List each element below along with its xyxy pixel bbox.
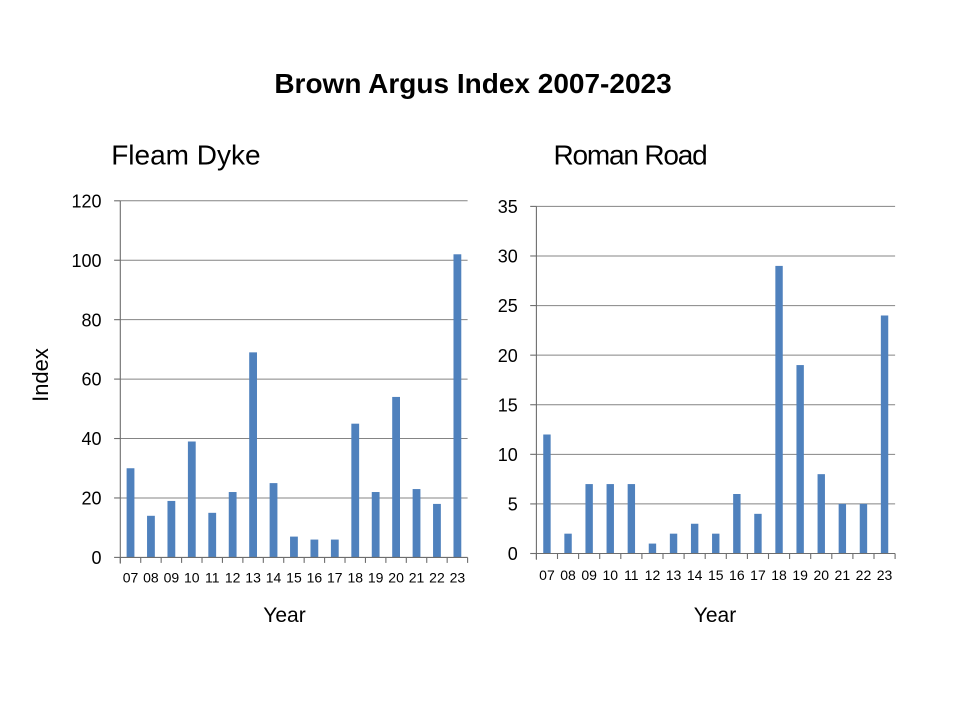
x-tick-label: 19 (792, 567, 808, 583)
bar-19 (796, 365, 804, 554)
bar-09 (167, 500, 176, 558)
bar-21 (412, 489, 421, 558)
bar-22 (859, 503, 868, 554)
y-axis-title: Index (28, 348, 53, 402)
x-tick-label: 08 (560, 567, 576, 583)
bar-08 (564, 533, 572, 554)
bar-20 (392, 396, 400, 558)
x-axis-title: Year (694, 604, 736, 627)
bar-13 (249, 352, 257, 558)
bar-16 (733, 493, 741, 554)
x-tick-label: 15 (286, 570, 302, 586)
x-tick-label: 22 (429, 570, 445, 586)
bar-14 (690, 523, 699, 554)
chart-title-roman-road: Roman Road (554, 140, 707, 171)
x-tick-label: 12 (225, 570, 241, 586)
x-tick-label: 11 (205, 570, 220, 586)
bar-13 (669, 533, 678, 554)
x-tick-label: 21 (409, 570, 425, 586)
y-tick-label: 20 (498, 346, 518, 366)
bar-14 (269, 483, 278, 558)
y-tick-label: 60 (81, 370, 101, 390)
x-tick-label: 17 (750, 567, 766, 583)
x-tick-label: 16 (307, 570, 323, 586)
y-tick-label: 80 (81, 310, 101, 330)
bar-16 (310, 539, 319, 558)
bar-18 (775, 265, 783, 554)
x-tick-label: 08 (143, 570, 159, 586)
bar-22 (433, 503, 441, 558)
x-tick-label: 16 (729, 567, 745, 583)
y-tick-label: 20 (81, 489, 101, 509)
y-tick-label: 30 (498, 247, 518, 267)
page-title: Brown Argus Index 2007-2023 (274, 68, 671, 99)
x-tick-label: 07 (539, 567, 555, 583)
x-tick-label: 17 (327, 570, 343, 586)
bar-11 (627, 484, 636, 554)
x-tick-label: 20 (813, 567, 829, 583)
x-tick-label: 10 (184, 570, 200, 586)
bar-17 (330, 539, 339, 558)
y-tick-label: 0 (508, 544, 518, 564)
x-tick-label: 22 (856, 567, 872, 583)
y-tick-label: 0 (91, 548, 101, 568)
bar-17 (754, 513, 762, 554)
x-tick-label: 14 (687, 567, 703, 583)
y-tick-label: 5 (508, 495, 518, 515)
x-tick-label: 10 (602, 567, 618, 583)
bar-20 (817, 474, 825, 554)
x-tick-label: 09 (164, 570, 180, 586)
bar-15 (290, 536, 298, 558)
x-tick-label: 19 (368, 570, 384, 586)
roman-road-chart: 0 5 10 15 20 25 30 35 07 08 09 10 11 12 13 14 15 16 17 18 19… (498, 197, 896, 627)
fleam-dyke-chart: 0 20 40 60 80 100 120 07 08 09 10 11 12 13 14 15 16 17 18 1… (28, 191, 469, 627)
bar-23 (880, 315, 889, 554)
bar-08 (147, 515, 155, 558)
x-tick-label: 11 (624, 567, 639, 583)
bar-18 (351, 423, 360, 558)
x-tick-label: 07 (123, 570, 139, 586)
y-tick-label: 10 (498, 445, 518, 465)
x-tick-label: 18 (771, 567, 787, 583)
bar-09 (585, 484, 593, 554)
x-tick-label: 13 (245, 570, 261, 586)
bar-23 (453, 254, 462, 558)
chart-title-fleam-dyke: Fleam Dyke (111, 140, 260, 171)
x-tick-label: 09 (581, 567, 597, 583)
bar-12 (228, 492, 237, 558)
y-tick-label: 15 (498, 395, 518, 415)
bar-10 (187, 441, 196, 558)
x-tick-label: 14 (266, 570, 282, 586)
bar-21 (838, 503, 847, 554)
y-tick-label: 100 (71, 251, 101, 271)
y-tick-label: 120 (71, 191, 101, 211)
x-tick-label: 23 (450, 570, 466, 586)
x-tick-label: 20 (388, 570, 404, 586)
bar-12 (648, 543, 657, 554)
x-axis-title: Year (263, 604, 305, 627)
x-tick-label: 23 (877, 567, 893, 583)
bar-07 (126, 468, 135, 558)
x-tick-label: 15 (708, 567, 724, 583)
x-tick-label: 13 (666, 567, 682, 583)
bar-07 (543, 434, 551, 554)
bar-19 (371, 492, 380, 558)
bar-10 (606, 484, 614, 554)
bar-11 (208, 512, 217, 558)
bar-15 (712, 533, 720, 554)
y-tick-label: 25 (498, 296, 518, 316)
x-tick-label: 18 (347, 570, 363, 586)
y-tick-label: 35 (498, 197, 518, 217)
y-tick-label: 40 (81, 429, 101, 449)
x-tick-label: 21 (835, 567, 851, 583)
x-tick-label: 12 (645, 567, 661, 583)
